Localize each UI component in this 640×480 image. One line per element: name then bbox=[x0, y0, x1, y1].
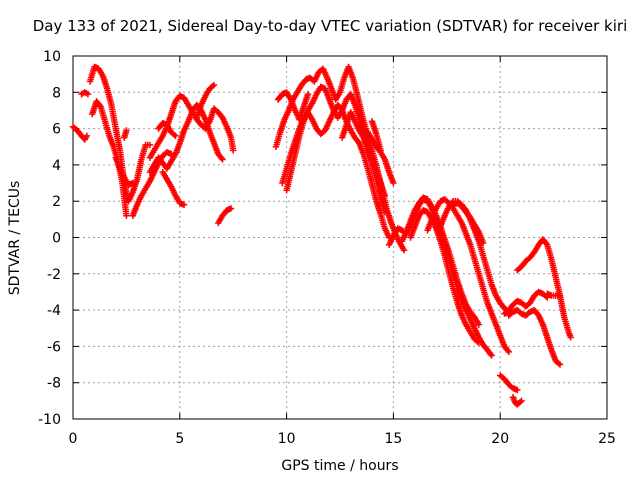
data-point bbox=[304, 90, 312, 98]
x-tick-label: 0 bbox=[69, 431, 78, 447]
series-s32 bbox=[509, 394, 525, 408]
x-tick-label: 5 bbox=[175, 431, 184, 447]
series-s28 bbox=[505, 306, 564, 368]
y-tick-label: -10 bbox=[38, 412, 61, 428]
data-point bbox=[123, 127, 130, 134]
data-point bbox=[219, 156, 226, 163]
x-tick-label: 20 bbox=[491, 431, 509, 447]
data-point bbox=[479, 239, 487, 247]
series-s5 bbox=[121, 127, 130, 141]
x-tick-label: 10 bbox=[278, 431, 296, 447]
y-tick-label: 2 bbox=[52, 194, 61, 210]
y-axis-label: SDTVAR / TECUs bbox=[7, 181, 23, 296]
data-point bbox=[172, 132, 179, 140]
y-tick-label: 8 bbox=[52, 85, 61, 101]
y-axis: -10 -8 -6 -4 -2 0 2 4 6 8 10 bbox=[38, 49, 607, 428]
series-s29 bbox=[514, 236, 574, 341]
y-tick-label: 0 bbox=[52, 231, 61, 247]
x-tick-label: 25 bbox=[598, 431, 616, 447]
series-s9 bbox=[155, 119, 179, 140]
series-s7 bbox=[129, 148, 175, 219]
data-point bbox=[542, 240, 550, 247]
series-s30 bbox=[543, 290, 564, 299]
series-s2 bbox=[78, 89, 92, 98]
data-marks bbox=[69, 63, 574, 408]
data-point bbox=[488, 352, 495, 359]
x-axis: 0 5 10 15 20 25 bbox=[69, 56, 616, 447]
data-point bbox=[400, 247, 408, 254]
x-tick-label: 15 bbox=[384, 431, 402, 447]
series-s31 bbox=[497, 372, 521, 394]
series-s17 bbox=[274, 89, 312, 123]
data-point bbox=[381, 192, 389, 199]
y-tick-label: -4 bbox=[47, 303, 61, 319]
data-point bbox=[96, 102, 103, 109]
series-s1 bbox=[69, 123, 91, 143]
y-tick-label: 6 bbox=[52, 122, 61, 138]
data-point bbox=[83, 132, 91, 140]
y-tick-label: -2 bbox=[47, 267, 61, 283]
data-point bbox=[475, 321, 483, 328]
data-point bbox=[218, 154, 225, 162]
data-point bbox=[230, 147, 237, 154]
y-tick-label: 10 bbox=[43, 49, 61, 65]
series-s18 bbox=[338, 109, 389, 199]
data-point bbox=[567, 334, 574, 341]
data-point bbox=[556, 292, 564, 299]
chart-title: Day 133 of 2021, Sidereal Day-to-day VTE… bbox=[33, 17, 628, 35]
series-s20 bbox=[368, 118, 384, 154]
data-point bbox=[180, 201, 188, 209]
series-s11 bbox=[159, 168, 188, 209]
data-point bbox=[514, 386, 521, 394]
data-point bbox=[129, 179, 137, 187]
data-point bbox=[390, 179, 397, 187]
data-point bbox=[377, 147, 384, 154]
series-s6 bbox=[112, 154, 137, 189]
data-point bbox=[518, 397, 525, 405]
data-point bbox=[556, 361, 564, 368]
series-s15 bbox=[279, 83, 389, 216]
data-point bbox=[505, 348, 512, 356]
series-s13 bbox=[215, 205, 235, 227]
x-axis-label: GPS time / hours bbox=[281, 458, 398, 474]
y-tick-label: -8 bbox=[47, 376, 61, 392]
series-s12 bbox=[193, 81, 218, 121]
data-point bbox=[123, 212, 130, 219]
data-point bbox=[227, 205, 235, 212]
series-s24 bbox=[424, 196, 512, 356]
data-point bbox=[475, 339, 483, 346]
data-point bbox=[146, 141, 154, 149]
series-s16 bbox=[283, 101, 393, 241]
data-point bbox=[84, 90, 92, 98]
data-point bbox=[210, 81, 218, 89]
data-point bbox=[487, 350, 494, 358]
series-s26 bbox=[450, 199, 487, 247]
y-tick-label: -6 bbox=[47, 339, 61, 355]
series-s23 bbox=[407, 207, 483, 346]
data-point bbox=[504, 347, 511, 354]
y-tick-label: 4 bbox=[52, 158, 61, 174]
